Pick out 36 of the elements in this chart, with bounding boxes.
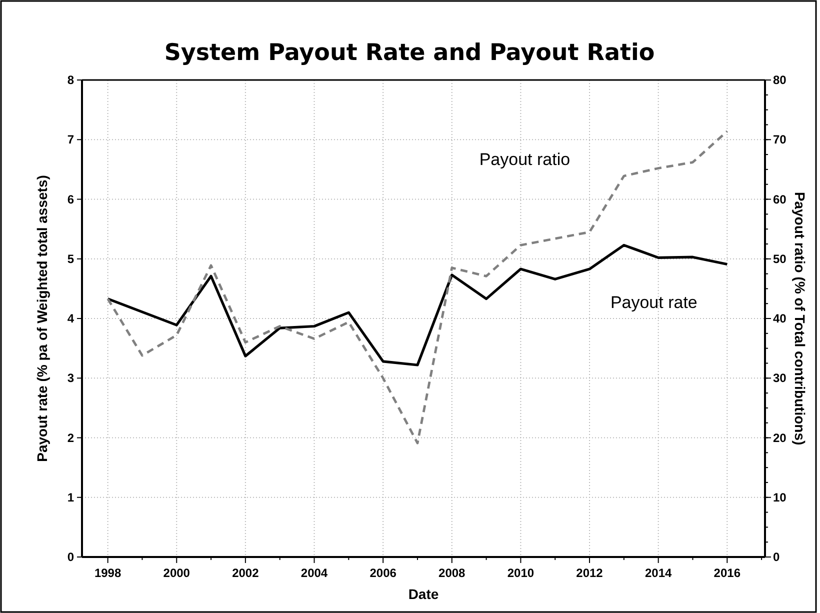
series-label: Payout rate: [610, 293, 698, 312]
y2-tick-label: 20: [773, 430, 787, 445]
y2-tick-label: 80: [773, 73, 787, 87]
x-axis-title: Date: [408, 586, 439, 602]
y-tick-label: 3: [67, 371, 74, 386]
x-tick-label: 2006: [370, 566, 397, 580]
x-tick-label: 2002: [232, 566, 260, 580]
y-tick-label: 0: [67, 550, 74, 564]
y2-axis-title: Payout ratio (% of Total contributions): [792, 192, 808, 446]
y-tick-label: 6: [67, 192, 74, 206]
x-tick-label: 2008: [438, 566, 466, 580]
y2-tick-label: 40: [773, 312, 787, 326]
line-series: [106, 244, 728, 366]
y2-tick-label: 0: [773, 550, 780, 564]
y2-tick-label: 30: [773, 371, 787, 386]
x-tick-label: 2010: [507, 566, 534, 580]
y-axis-title: Payout rate (% pa of Weighted total assets): [34, 175, 50, 462]
line-series: [106, 130, 728, 444]
y-tick-label: 7: [67, 132, 74, 147]
x-tick-label: 2000: [163, 566, 190, 580]
y2-tick-label: 60: [773, 192, 787, 206]
x-tick-label: 2014: [644, 566, 672, 580]
y-tick-label: 1: [67, 490, 74, 504]
y-tick-label: 4: [67, 312, 74, 326]
x-tick-label: 1998: [94, 566, 122, 580]
y2-tick-label: 70: [773, 132, 787, 147]
y-tick-label: 2: [67, 430, 74, 445]
x-tick-label: 2016: [714, 566, 741, 580]
y-tick-label: 5: [67, 252, 74, 266]
x-tick-label: 2012: [576, 566, 604, 580]
y2-tick-label: 10: [773, 490, 787, 504]
chart-title: System Payout Rate and Payout Ratio: [164, 40, 655, 66]
y2-tick-label: 50: [773, 252, 787, 266]
text: Payout ratio: [479, 150, 570, 170]
y-tick-label: 8: [67, 73, 74, 87]
x-tick-label: 2004: [300, 566, 328, 580]
